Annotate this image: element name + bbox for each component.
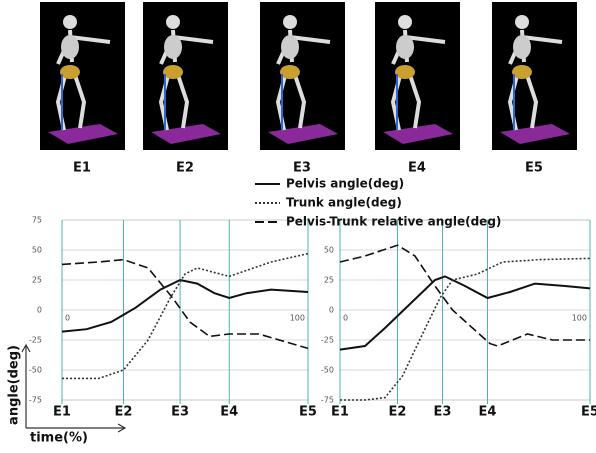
x-axis-label: time(%) — [30, 431, 88, 446]
y-tick-label: -25 — [321, 336, 334, 345]
x-tick-label: 0 — [343, 314, 348, 323]
series-line — [62, 280, 308, 332]
frame-image — [375, 2, 460, 150]
event-label: E1 — [331, 405, 349, 420]
x-tick-label: 100 — [572, 314, 587, 323]
legend-label: Pelvis angle(deg) — [286, 177, 404, 191]
series-line — [340, 245, 590, 346]
y-tick-label: 50 — [32, 246, 42, 255]
frame-image — [260, 2, 345, 150]
frame-label: E5 — [525, 161, 543, 176]
y-axis-label: angle(deg) — [7, 345, 22, 425]
series-line — [340, 276, 590, 349]
y-tick-label: -50 — [29, 366, 42, 375]
event-label: E5 — [581, 405, 596, 420]
event-label: E3 — [434, 405, 452, 420]
y-tick-label: -75 — [321, 396, 334, 405]
legend-label: Trunk angle(deg) — [286, 196, 402, 210]
frame-label: E2 — [176, 161, 194, 176]
y-tick-label: 25 — [324, 276, 334, 285]
event-label: E1 — [53, 405, 71, 420]
event-label: E3 — [171, 405, 189, 420]
y-tick-label: 0 — [37, 306, 42, 315]
event-label: E4 — [479, 405, 497, 420]
figure: E1 E2 E3 E4 E5 75 50 25 0 -25 -50 -75 0 100 E1 E2 E3 E4 E5… — [0, 0, 596, 449]
y-tick-label: -50 — [321, 366, 334, 375]
frame-label: E3 — [293, 161, 311, 176]
y-tick-label: -75 — [29, 396, 42, 405]
frame-label: E1 — [73, 161, 91, 176]
y-tick-label: 25 — [32, 276, 42, 285]
event-label: E4 — [220, 405, 238, 420]
event-label: E2 — [115, 405, 133, 420]
x-tick-label: 0 — [65, 314, 70, 323]
y-tick-label: -25 — [29, 336, 42, 345]
frame-image — [492, 2, 577, 150]
frame-image — [143, 2, 228, 150]
frame-image — [40, 2, 125, 150]
y-tick-label: 50 — [324, 246, 334, 255]
legend-label: Pelvis-Trunk relative angle(deg) — [286, 215, 501, 229]
y-tick-label: 0 — [329, 306, 334, 315]
series-line — [62, 260, 308, 349]
x-tick-label: 100 — [290, 314, 305, 323]
event-label: E2 — [389, 405, 407, 420]
y-tick-label: 75 — [32, 216, 42, 225]
frame-label: E4 — [408, 161, 426, 176]
axis-arrow — [22, 345, 125, 432]
event-label: E5 — [299, 405, 317, 420]
